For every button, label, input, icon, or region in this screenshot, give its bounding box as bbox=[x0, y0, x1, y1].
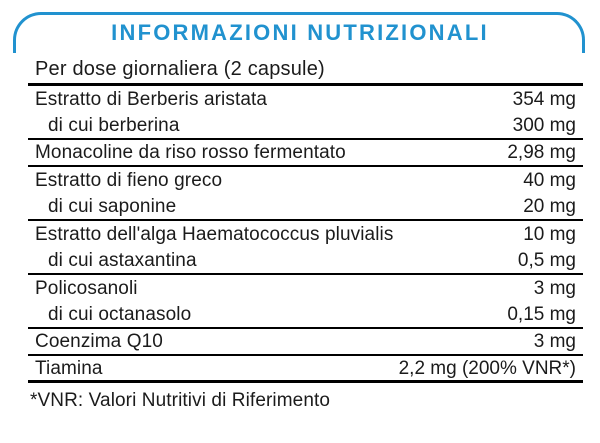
row-value: 3 mg bbox=[533, 278, 576, 299]
table-row: di cui saponine 20 mg bbox=[28, 194, 583, 221]
title-frame-border bbox=[13, 12, 585, 53]
row-name: Estratto dell'alga Haematococcus pluvial… bbox=[35, 224, 394, 245]
row-name: Estratto di fieno greco bbox=[35, 170, 223, 191]
table-row: Estratto di fieno greco 40 mg bbox=[28, 167, 583, 194]
row-name: Monacoline da riso rosso fermentato bbox=[35, 142, 346, 163]
row-value: 10 mg bbox=[523, 224, 576, 245]
label-content: Per dose giornaliera (2 capsule) Estratt… bbox=[28, 55, 583, 413]
table-row: Policosanoli 3 mg bbox=[28, 275, 583, 302]
row-value: 3 mg bbox=[533, 331, 576, 352]
row-name: di cui saponine bbox=[48, 196, 177, 217]
vnr-footnote: *VNR: Valori Nutritivi di Riferimento bbox=[30, 390, 331, 411]
table-row: di cui octanasolo 0,15 mg bbox=[28, 302, 583, 329]
table-row: Tiamina 2,2 mg (200% VNR*) bbox=[28, 356, 583, 383]
row-name: Policosanoli bbox=[35, 278, 138, 299]
row-name: di cui astaxantina bbox=[48, 250, 197, 271]
row-value: 0,5 mg bbox=[517, 250, 576, 271]
row-value: 354 mg bbox=[512, 89, 576, 110]
table-row: di cui astaxantina 0,5 mg bbox=[28, 248, 583, 275]
page-title: INFORMAZIONI NUTRIZIONALI bbox=[111, 20, 489, 45]
table-row: Estratto dell'alga Haematococcus pluvial… bbox=[28, 221, 583, 248]
table-row: Estratto di Berberis aristata 354 mg bbox=[28, 86, 583, 113]
row-name: Tiamina bbox=[35, 357, 103, 379]
table-row: di cui berberina 300 mg bbox=[28, 113, 583, 140]
row-name: di cui berberina bbox=[48, 115, 180, 136]
row-value: 2,2 mg (200% VNR*) bbox=[398, 357, 576, 379]
row-name: Coenzima Q10 bbox=[35, 331, 163, 352]
dose-subtitle: Per dose giornaliera (2 capsule) bbox=[28, 55, 583, 86]
row-value: 2,98 mg bbox=[507, 142, 576, 163]
row-value: 0,15 mg bbox=[507, 304, 576, 325]
table-row: Coenzima Q10 3 mg bbox=[28, 329, 583, 356]
row-value: 300 mg bbox=[512, 115, 576, 136]
row-value: 20 mg bbox=[523, 196, 576, 217]
row-name: di cui octanasolo bbox=[48, 304, 192, 325]
table-row: Monacoline da riso rosso fermentato 2,98… bbox=[28, 140, 583, 167]
nutrition-table: Estratto di Berberis aristata 354 mg di … bbox=[28, 86, 583, 383]
row-name: Estratto di Berberis aristata bbox=[35, 89, 268, 110]
row-value: 40 mg bbox=[523, 170, 576, 191]
